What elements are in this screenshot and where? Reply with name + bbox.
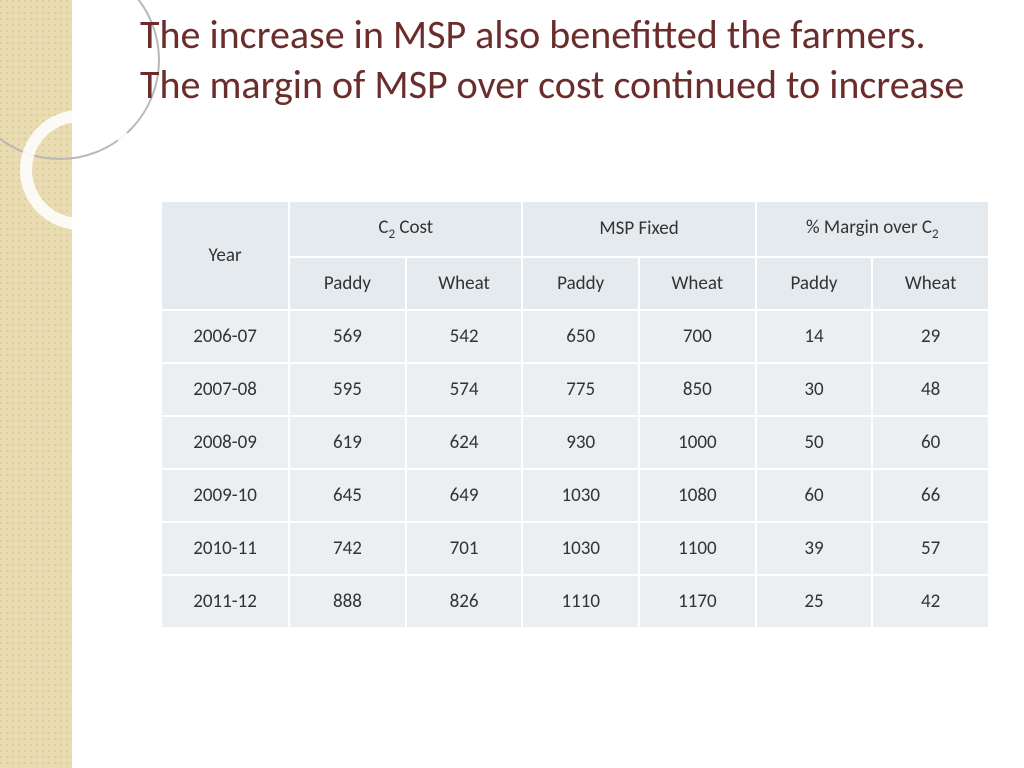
- col-c2-wheat: Wheat: [407, 258, 522, 309]
- col-c2-paddy: Paddy: [290, 258, 405, 309]
- table-row: 2006-07 569 542 650 700 14 29: [162, 311, 988, 362]
- cell: 649: [407, 470, 522, 521]
- cell: 701: [407, 523, 522, 574]
- cell: 25: [757, 576, 872, 627]
- cell: 29: [873, 311, 988, 362]
- cell-year: 2006-07: [162, 311, 288, 362]
- cell-year: 2009-10: [162, 470, 288, 521]
- cell: 1030: [523, 523, 638, 574]
- col-group-msp: MSP Fixed: [523, 202, 754, 256]
- col-margin-wheat: Wheat: [873, 258, 988, 309]
- cell: 742: [290, 523, 405, 574]
- cell: 624: [407, 417, 522, 468]
- cell-year: 2008-09: [162, 417, 288, 468]
- cell: 1170: [640, 576, 755, 627]
- cell: 1030: [523, 470, 638, 521]
- cell: 650: [523, 311, 638, 362]
- cell-year: 2007-08: [162, 364, 288, 415]
- cell: 42: [873, 576, 988, 627]
- cell-year: 2011-12: [162, 576, 288, 627]
- cell: 700: [640, 311, 755, 362]
- cell: 57: [873, 523, 988, 574]
- cell: 30: [757, 364, 872, 415]
- cell: 595: [290, 364, 405, 415]
- cell: 1080: [640, 470, 755, 521]
- cell: 542: [407, 311, 522, 362]
- cell: 574: [407, 364, 522, 415]
- cell: 850: [640, 364, 755, 415]
- table-row: 2011-12 888 826 1110 1170 25 42: [162, 576, 988, 627]
- col-msp-paddy: Paddy: [523, 258, 638, 309]
- slide-title: The increase in MSP also benefitted the …: [140, 10, 980, 110]
- cell: 826: [407, 576, 522, 627]
- cell: 60: [873, 417, 988, 468]
- col-group-c2cost: C2 Cost: [290, 202, 521, 256]
- table-row: 2010-11 742 701 1030 1100 39 57: [162, 523, 988, 574]
- decorative-ring-small: [20, 110, 140, 230]
- cell: 39: [757, 523, 872, 574]
- col-year: Year: [162, 202, 288, 309]
- cell-year: 2010-11: [162, 523, 288, 574]
- cell: 66: [873, 470, 988, 521]
- cell: 1110: [523, 576, 638, 627]
- cell: 60: [757, 470, 872, 521]
- table-row: 2007-08 595 574 775 850 30 48: [162, 364, 988, 415]
- cell: 50: [757, 417, 872, 468]
- col-msp-wheat: Wheat: [640, 258, 755, 309]
- col-margin-paddy: Paddy: [757, 258, 872, 309]
- cell: 48: [873, 364, 988, 415]
- cell: 888: [290, 576, 405, 627]
- cell: 1000: [640, 417, 755, 468]
- cell: 619: [290, 417, 405, 468]
- cell: 569: [290, 311, 405, 362]
- data-table-container: Year C2 Cost MSP Fixed % Margin over C2 …: [160, 200, 990, 629]
- table-row: 2008-09 619 624 930 1000 50 60: [162, 417, 988, 468]
- col-group-margin: % Margin over C2: [757, 202, 988, 256]
- cell: 775: [523, 364, 638, 415]
- cell: 930: [523, 417, 638, 468]
- msp-table: Year C2 Cost MSP Fixed % Margin over C2 …: [160, 200, 990, 629]
- cell: 14: [757, 311, 872, 362]
- cell: 1100: [640, 523, 755, 574]
- cell: 645: [290, 470, 405, 521]
- table-row: 2009-10 645 649 1030 1080 60 66: [162, 470, 988, 521]
- table-body: 2006-07 569 542 650 700 14 29 2007-08 59…: [162, 311, 988, 627]
